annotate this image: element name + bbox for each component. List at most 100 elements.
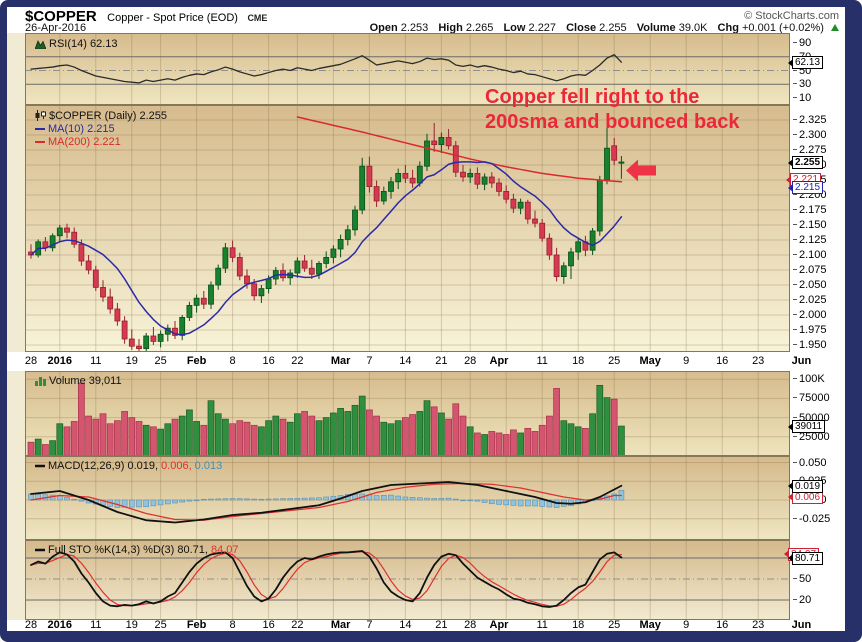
x-axis-label: 22 xyxy=(291,619,304,631)
annotation-line2: 200sma and bounced back xyxy=(485,111,740,133)
x-axis-label: 8 xyxy=(229,355,236,367)
axis-tick-label: 1.975 xyxy=(793,324,827,336)
rsi-legend: RSI(14) 62.13 xyxy=(34,37,118,50)
line-swatch-icon xyxy=(35,548,45,552)
ticker-description: Copper - Spot Price (EOD) xyxy=(107,12,238,24)
close-label: Close xyxy=(566,22,597,34)
x-axis-label: 16 xyxy=(262,619,275,631)
x-axis-label: 2016 xyxy=(47,619,73,631)
header-row-1: $COPPER Copper - Spot Price (EOD) CME © … xyxy=(25,8,839,25)
x-axis-label: 22 xyxy=(291,355,304,367)
stochastics-legend: Full STO %K(14,3) %D(3) 80.71, 84.07 xyxy=(35,543,239,556)
annotation-line1: Copper fell right to the xyxy=(485,86,700,108)
x-axis-label: 9 xyxy=(683,355,690,367)
x-axis-label: Apr xyxy=(489,355,509,367)
macd-label: MACD(12,26,9) 0.019, xyxy=(48,459,159,472)
axis-tick-label: 90 xyxy=(793,37,811,49)
mountain-chart-icon xyxy=(34,39,47,49)
ma200-swatch xyxy=(35,140,45,144)
axis-tick-label: 50 xyxy=(793,573,811,585)
x-axis-label: 28 xyxy=(24,619,38,631)
price-plot xyxy=(25,105,790,352)
volume-bars-icon xyxy=(35,376,46,386)
x-axis-label: Feb xyxy=(186,619,207,631)
stockcharts-credit[interactable]: © StockCharts.com xyxy=(744,10,839,22)
left-margin xyxy=(7,33,25,631)
x-axis-label: 25 xyxy=(154,619,167,631)
volume-value-chip: 39011 xyxy=(787,420,826,434)
macd-panel xyxy=(25,456,790,540)
header-row-2: 26-Apr-2016 Open 2.253 High 2.265 Low 2.… xyxy=(25,22,839,35)
volume-legend: Volume 39,011 xyxy=(35,374,122,387)
x-axis-label: Mar xyxy=(330,619,351,631)
volume-panel-label: Volume 39,011 xyxy=(49,374,122,387)
exchange-label: CME xyxy=(247,13,268,23)
macd-legend: MACD(12,26,9) 0.019, 0.006, 0.013 xyxy=(35,459,222,472)
axis-tick-label: 20 xyxy=(793,594,811,606)
x-axis-label: 11 xyxy=(90,619,102,631)
x-axis-label: Jun xyxy=(791,355,812,367)
axis-tick-label: 2.075 xyxy=(793,264,827,276)
x-axis-label: 19 xyxy=(125,355,138,367)
close-price-chip: 2.255 xyxy=(787,156,824,169)
x-axis-label: 7 xyxy=(366,619,373,631)
rsi-label: RSI(14) 62.13 xyxy=(49,37,118,50)
volume-panel xyxy=(25,371,790,456)
up-triangle-icon xyxy=(831,24,839,31)
high-label: High xyxy=(438,22,463,34)
x-axis-label: 23 xyxy=(752,619,765,631)
x-axis-label: 9 xyxy=(683,619,690,631)
macd-plot xyxy=(25,456,790,540)
rsi-panel xyxy=(25,33,790,105)
x-axis-label: 14 xyxy=(399,619,412,631)
x-axis-label: 11 xyxy=(536,619,548,631)
x-axis-label: Jun xyxy=(791,619,812,631)
ma10-swatch xyxy=(35,127,45,131)
stochastics-plot xyxy=(25,540,790,620)
candlestick-chart-icon xyxy=(35,110,46,121)
chart-inner: $COPPER Copper - Spot Price (EOD) CME © … xyxy=(7,7,845,631)
low-value: 2.227 xyxy=(528,22,557,34)
axis-tick-label: 2.300 xyxy=(793,129,827,141)
x-axis-label: May xyxy=(639,619,661,631)
axis-tick-label: 30 xyxy=(793,78,811,90)
x-axis-label: 16 xyxy=(716,355,729,367)
x-axis-label: May xyxy=(639,355,661,367)
price-panel xyxy=(25,105,790,352)
axis-tick-label: 10 xyxy=(793,92,811,104)
x-axis-label: 18 xyxy=(572,619,585,631)
symbol-legend-label: $COPPER (Daily) 2.255 xyxy=(49,109,167,122)
axis-tick-label: 2.150 xyxy=(793,219,827,231)
x-axis-label: 25 xyxy=(608,619,621,631)
x-axis-label: 8 xyxy=(229,619,236,631)
x-axis-label: 21 xyxy=(435,619,448,631)
quote-line: Open 2.253 High 2.265 Low 2.227 Close 2.… xyxy=(363,22,839,34)
chart-date: 26-Apr-2016 xyxy=(25,22,87,34)
axis-tick-label: 0.050 xyxy=(793,457,827,469)
x-axis-label: 7 xyxy=(366,355,373,367)
x-axis-label: Mar xyxy=(330,355,351,367)
axis-tick-label: 2.125 xyxy=(793,234,827,246)
x-axis-label: Feb xyxy=(186,355,207,367)
x-axis-label: 14 xyxy=(399,355,412,367)
x-axis-label: 28 xyxy=(464,355,477,367)
ma10-legend-label: MA(10) 2.215 xyxy=(48,122,115,135)
axis-tick-label: 2.175 xyxy=(793,204,827,216)
x-axis-label: 11 xyxy=(536,355,548,367)
axis-tick-label: -0.025 xyxy=(793,513,830,525)
axis-tick-label: 2.050 xyxy=(793,279,827,291)
ma200-legend-label: MA(200) 2.221 xyxy=(48,135,121,148)
sto-k-chip: 80.71 xyxy=(787,551,824,565)
axis-tick-label: 2.000 xyxy=(793,309,827,321)
axis-tick-label: 25000 xyxy=(793,431,830,443)
chg-label: Chg xyxy=(717,22,739,34)
open-value: 2.253 xyxy=(400,22,429,34)
x-axis-label: 28 xyxy=(464,619,477,631)
chg-value: +0.001 (+0.02%) xyxy=(741,22,824,34)
sto-label: Full STO %K(14,3) %D(3) 80.71, xyxy=(48,543,208,556)
price-legend: $COPPER (Daily) 2.255 MA(10) 2.215 MA(20… xyxy=(35,109,167,148)
ticker-symbol: $COPPER xyxy=(25,8,97,25)
sto-d-value: 84.07 xyxy=(210,543,239,556)
axis-tick-label: 2.325 xyxy=(793,114,827,126)
